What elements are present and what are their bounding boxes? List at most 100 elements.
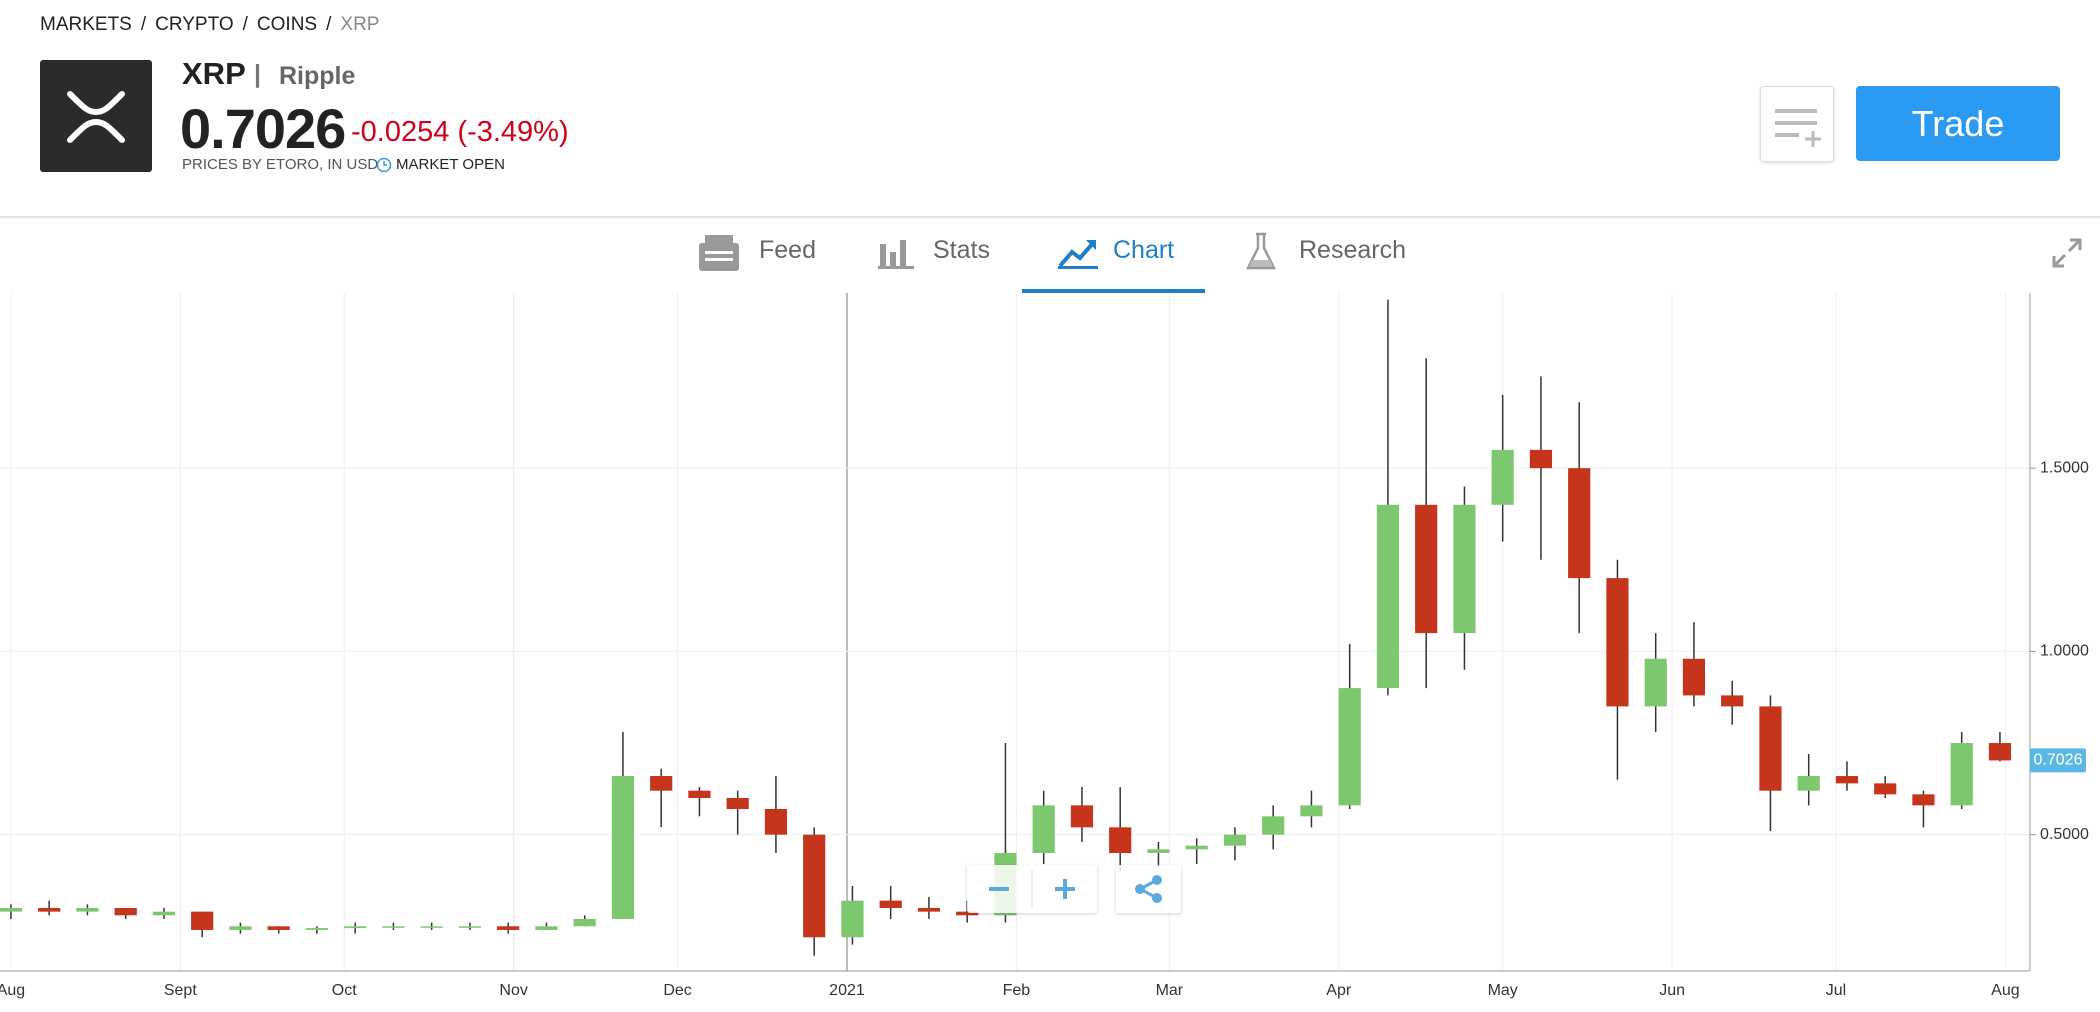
coin-logo xyxy=(40,60,152,172)
candle-body xyxy=(1682,658,1706,696)
stats-icon xyxy=(878,240,914,269)
symbol: XRP xyxy=(182,56,246,91)
chart-icon xyxy=(1058,240,1098,269)
x-tick-label: Mar xyxy=(1156,982,1184,999)
share-button[interactable] xyxy=(1116,865,1181,913)
candle-body xyxy=(535,926,558,930)
candle-body xyxy=(229,926,252,930)
candle-body xyxy=(879,900,902,908)
candle-body xyxy=(305,928,329,930)
tab[interactable]: Feed xyxy=(759,236,816,264)
candle-body xyxy=(1874,783,1897,795)
candle-body xyxy=(650,776,673,791)
fullscreen-button[interactable] xyxy=(2050,236,2084,270)
y-tick-label: 1.0000 xyxy=(2040,643,2089,660)
breadcrumb: MARKETS / CRYPTO / COINS / XRP xyxy=(40,14,379,36)
x-tick-label: Jul xyxy=(1826,982,1846,999)
breadcrumb-item[interactable]: COINS xyxy=(256,14,318,35)
y-tick-label: 0.5000 xyxy=(2040,826,2089,843)
separator: | xyxy=(254,60,261,88)
zoom-controls xyxy=(967,865,1097,913)
market-status: MARKET OPEN xyxy=(396,156,505,173)
candle-body xyxy=(841,900,864,938)
instrument-name: Ripple xyxy=(279,62,356,90)
x-tick-label: Aug xyxy=(1991,982,2019,999)
trade-button[interactable]: Trade xyxy=(1856,86,2060,161)
candle-body xyxy=(803,834,826,938)
candle-body xyxy=(1797,776,1820,791)
candle-body xyxy=(1338,688,1361,806)
candle-body xyxy=(382,926,405,928)
candle-body xyxy=(1147,849,1170,853)
breadcrumb-item: XRP xyxy=(340,14,380,35)
candle-body xyxy=(1606,578,1629,707)
candle-body xyxy=(1070,805,1094,828)
x-tick-label: May xyxy=(1488,982,1518,999)
candle-body xyxy=(1415,504,1438,634)
candle-body xyxy=(1453,504,1476,634)
x-tick-label: Aug xyxy=(0,982,25,999)
price-chart: Aug Sept Oct Nov Dec 2021 Feb Mar Apr May Jun Jul Au… xyxy=(0,293,2089,999)
x-tick-label: Sept xyxy=(164,982,197,999)
breadcrumb-separator: / xyxy=(140,14,147,35)
candle-body xyxy=(1644,658,1667,707)
price-marker xyxy=(2030,748,2086,773)
candle-body xyxy=(1988,743,2012,761)
candle-body xyxy=(114,907,137,916)
x-tick-label: 2021 xyxy=(829,982,865,999)
x-tick-label: Oct xyxy=(332,982,357,999)
candle-body xyxy=(1376,504,1400,689)
candle-body xyxy=(1032,805,1055,853)
x-tick-label: Dec xyxy=(663,982,691,999)
y-tick-label: 1.5000 xyxy=(2040,459,2089,476)
candle-body xyxy=(1491,449,1514,505)
candle-body xyxy=(420,926,443,928)
zoom-icons xyxy=(989,869,1075,909)
active-tab-indicator xyxy=(1022,289,1205,293)
tab[interactable]: Research xyxy=(1299,236,1406,264)
x-tick-label: Jun xyxy=(1659,982,1685,999)
price: 0.7026 xyxy=(180,97,346,160)
candle-body xyxy=(76,907,99,912)
watchlist-button[interactable] xyxy=(1760,86,1834,162)
candle-body xyxy=(191,911,214,930)
candle-body xyxy=(956,911,979,916)
price-source: PRICES BY ETORO, IN USD xyxy=(182,156,379,173)
candle-body xyxy=(38,907,61,912)
breadcrumb-item[interactable]: MARKETS xyxy=(40,14,132,35)
candle-body xyxy=(458,926,482,928)
tab[interactable]: Stats xyxy=(933,236,990,264)
candle-body xyxy=(1759,706,1782,791)
price-change: -0.0254 (-3.49%) xyxy=(351,116,569,148)
x-tick-label: Feb xyxy=(1003,982,1031,999)
breadcrumb-item[interactable]: CRYPTO xyxy=(155,14,234,35)
candle-body xyxy=(1262,816,1285,835)
candle-body xyxy=(1912,794,1935,806)
breadcrumb-separator: / xyxy=(326,14,332,35)
candle-body xyxy=(344,926,367,929)
candle-body xyxy=(1721,695,1744,707)
candle-body xyxy=(1109,827,1132,853)
candle-body xyxy=(688,790,711,799)
x-tick-label: Nov xyxy=(499,982,527,999)
price-marker-label: 0.7026 xyxy=(2034,752,2083,769)
candle-body xyxy=(0,907,23,912)
candle-body xyxy=(764,809,788,835)
candle-body xyxy=(1835,776,1859,784)
candle-body xyxy=(497,926,520,930)
candle-body xyxy=(1185,845,1208,850)
candle-body xyxy=(1950,743,1973,806)
logo-icon xyxy=(67,91,125,143)
candle-body xyxy=(1300,805,1323,817)
candle-body xyxy=(267,926,290,930)
research-icon xyxy=(1245,232,1277,270)
breadcrumb-separator: / xyxy=(242,14,248,35)
candle-body xyxy=(152,911,176,916)
candle-body xyxy=(1529,449,1553,469)
tab[interactable]: Chart xyxy=(1113,236,1175,264)
share-icon xyxy=(1135,875,1162,903)
divider xyxy=(0,216,2100,218)
candle-body xyxy=(573,918,596,927)
feed-icon xyxy=(699,235,739,271)
